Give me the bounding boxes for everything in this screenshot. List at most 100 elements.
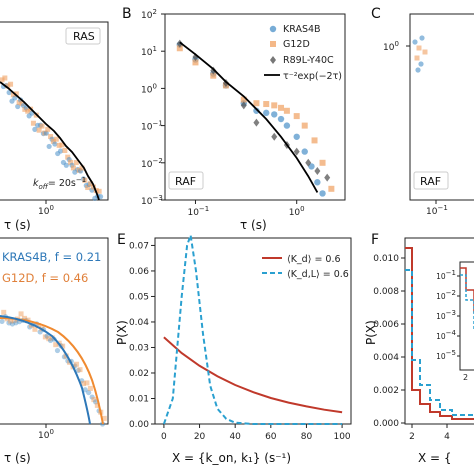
panel-a-kras4b-point [57, 148, 64, 154]
r89l-point [176, 39, 183, 48]
panel-d-g12d-point [49, 335, 55, 341]
kras4b-point [277, 115, 285, 123]
kdl-curve [162, 234, 343, 425]
panel-b-frame [164, 13, 346, 201]
panel-b-xlabel: τ (s) [240, 218, 267, 232]
inset-yticks: 10−1 10−2 10−3 10−4 10−5 [436, 269, 460, 361]
panel-a-g12d-point [96, 188, 102, 194]
panel-e-ytick-label: 0.03 [129, 343, 149, 353]
panel-e-ytick-label: 0.04 [129, 318, 149, 328]
panel-a: RAS koff= 20s−1 100 τ (s) [0, 21, 109, 232]
kras4b-point [301, 148, 308, 155]
legend-kd: ⟨K_d⟩ = 0.6 [287, 254, 341, 265]
inset-ytick-label: 10−4 [436, 329, 456, 341]
legend-theory: τ⁻²exp(−2τ) [283, 71, 342, 82]
g12d-point [263, 101, 270, 108]
panel-d-g12d-point [1, 309, 7, 315]
panel-c-letter: C [371, 6, 381, 22]
g12d-point [271, 102, 278, 109]
panel-a-g12d-point [30, 120, 36, 126]
legend-kras4b: KRAS4B [283, 24, 321, 35]
panel-d-g12d-point [53, 342, 59, 348]
panel-e-xtick-label: 100 [333, 432, 350, 442]
panel-a-g12d-point [48, 134, 54, 140]
panel-a-tag-box [65, 27, 101, 45]
r89l-point [253, 118, 260, 127]
panel-a-g12d-point [65, 154, 71, 160]
g12d-point [283, 107, 290, 114]
r89l-point [271, 132, 278, 141]
panel-a-g12d-point [62, 148, 68, 154]
panel-a-kras4b-point [46, 143, 52, 150]
panel-c-kras4b-point [419, 35, 425, 41]
panel-d-kras4b-point [82, 387, 88, 393]
panel-c-frame [409, 13, 474, 201]
panel-b-series [176, 39, 335, 197]
panel-a-black-trace [0, 81, 100, 201]
panel-a-g12d-point [10, 92, 16, 98]
panel-a-g12d-point [5, 83, 11, 89]
panel-f-ytick-label: 0.002 [373, 386, 399, 396]
panel-a-g12d-point [13, 91, 19, 97]
panel-e-xtick-label: 60 [265, 432, 277, 442]
g12d-point [240, 96, 247, 103]
panel-a-g12d-point [73, 160, 79, 166]
panel-a-g12d-point [68, 159, 74, 165]
kras4b-point [319, 190, 326, 197]
panel-a-kras4b-point [43, 130, 49, 136]
panel-d-orange-fit [0, 317, 104, 425]
panel-d: KRAS4B, f = 0.21 G12D, f = 0.46 100 τ (s… [0, 237, 109, 465]
r89l-point [240, 101, 247, 110]
panel-a-xtick-label: 100 [38, 204, 54, 217]
panel-b-letter: B [122, 6, 132, 22]
panel-f-xlabel: X = { [418, 451, 452, 465]
kras4b-point [293, 133, 300, 140]
panel-b-xticks: 10−1 100 [187, 200, 305, 218]
panel-d-g12d-point [35, 323, 41, 329]
panel-e-xtick-label: 0 [161, 432, 167, 442]
panel-a-kras4b-point [52, 141, 58, 147]
panel-b-yticks: 102 101 100 10−1 10−2 10−3 [141, 8, 165, 207]
panel-b-xtick-label: 10−1 [187, 205, 209, 218]
r89l-point [324, 173, 331, 182]
panel-b-ytick-label: 10−2 [141, 157, 163, 170]
panel-a-g12d-point [88, 181, 94, 187]
panel-c-ytick-label: 100 [383, 40, 399, 53]
panel-c-points [412, 35, 428, 73]
panel-a-g12d-point [82, 177, 88, 183]
kras4b-point [308, 163, 315, 170]
panel-d-kras4b-point [86, 389, 92, 396]
panel-e-ytick-label: 0.01 [129, 394, 149, 404]
panel-d-xtick-label: 100 [38, 428, 54, 441]
panel-d-g12d-point [80, 381, 86, 387]
g12d-point [328, 185, 335, 192]
panel-e-ytick-label: 0.00 [129, 420, 149, 430]
panel-c-xtick-label: 10−1 [426, 204, 448, 217]
panel-c-g12d-point [414, 55, 420, 61]
panel-a-g12d-point [39, 123, 45, 129]
legend-r89l-marker [270, 56, 276, 64]
g12d-point [210, 72, 217, 79]
panel-f-ytick-label: 0.008 [373, 287, 399, 297]
r89l-point [314, 167, 321, 176]
inset-ytick-label: 10−3 [436, 309, 456, 321]
panel-a-g12d-point [70, 165, 76, 171]
inset-ytick-label: 10−5 [436, 349, 456, 361]
panel-a-kras4b-point [12, 95, 18, 101]
panel-d-g12d-point [18, 311, 24, 317]
panel-d-legend-g12d: G12D, f = 0.46 [2, 271, 88, 285]
panel-d-g12d-point [84, 380, 90, 386]
kras4b-point [253, 107, 260, 114]
panel-d-g12d-point [11, 318, 17, 324]
g12d-point [301, 122, 308, 129]
panel-d-g12d-point [74, 361, 80, 367]
panel-c-kras4b-point [418, 61, 424, 67]
panel-c-tag-box [413, 171, 449, 190]
panel-b-ytick-label: 100 [141, 82, 157, 95]
panel-a-g12d-point [79, 165, 85, 171]
legend-kdl: ⟨K_d,L⟩ = 0.6 [287, 269, 349, 280]
panel-d-g12d-point [32, 326, 38, 332]
panel-d-g12d-point [22, 315, 28, 321]
panel-e: E P(X) 0.000.010.020.030.040.050.060.07 … [115, 232, 352, 465]
panel-c-g12d-point [422, 49, 428, 55]
